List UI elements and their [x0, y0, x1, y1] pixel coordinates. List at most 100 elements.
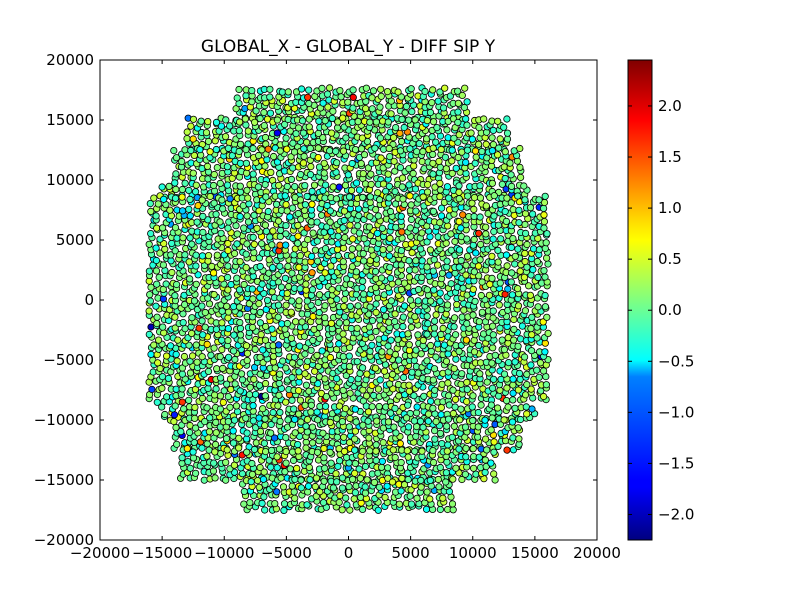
scatter-point [295, 410, 303, 418]
scatter-point [454, 108, 462, 116]
scatter-point [189, 169, 197, 177]
scatter-point [504, 403, 512, 411]
scatter-point [426, 495, 434, 503]
scatter-point [243, 240, 251, 248]
scatter-point [302, 280, 310, 288]
scatter-point [535, 196, 543, 204]
scatter-point [181, 146, 189, 154]
scatter-point [308, 439, 317, 447]
scatter-point [516, 173, 525, 181]
scatter-point [170, 417, 178, 426]
scatter-point [254, 183, 262, 191]
scatter-point [421, 87, 429, 96]
scatter-point [261, 447, 270, 456]
scatter-point [282, 201, 290, 209]
scatter-point [488, 274, 496, 282]
scatter-point [368, 94, 376, 102]
scatter-point [224, 324, 232, 333]
scatter-point [348, 252, 356, 260]
scatter-point [374, 189, 382, 197]
scatter-point [391, 310, 399, 318]
scatter-point [463, 121, 471, 129]
scatter-point [250, 445, 259, 454]
scatter-point [178, 385, 186, 393]
scatter-point [472, 470, 480, 478]
scatter-point [366, 347, 374, 355]
scatter-point [520, 182, 528, 190]
scatter-point [406, 296, 415, 304]
scatter-point [183, 128, 191, 136]
scatter-point [218, 336, 226, 344]
scatter-point [500, 123, 508, 131]
scatter-point [249, 323, 257, 331]
scatter-point [290, 148, 299, 156]
scatter-point [340, 302, 348, 311]
scatter-point [197, 117, 205, 125]
scatter-point [235, 85, 243, 94]
scatter-point [366, 118, 374, 126]
scatter-point [224, 286, 232, 294]
scatter-point [361, 489, 369, 497]
scatter-point [205, 428, 213, 436]
scatter-point [216, 405, 224, 413]
scatter-point [469, 445, 477, 453]
scatter-point [233, 94, 241, 102]
scatter-point [185, 258, 193, 266]
scatter-point [455, 182, 463, 190]
scatter-point [146, 200, 154, 208]
scatter-point [509, 434, 517, 442]
scatter-point [488, 134, 496, 142]
scatter-point [477, 401, 485, 409]
scatter-point [497, 235, 505, 243]
scatter-point [422, 505, 431, 513]
scatter-point [485, 291, 493, 299]
scatter-point [203, 162, 212, 170]
scatter-point [372, 447, 380, 455]
scatter-point [171, 324, 179, 332]
scatter-point [521, 249, 529, 257]
scatter-point [298, 117, 307, 125]
scatter-point [249, 170, 257, 178]
scatter-point [501, 207, 509, 216]
scatter-point [264, 207, 272, 216]
scatter-point [450, 364, 458, 373]
scatter-point [490, 192, 498, 200]
scatter-point [453, 300, 461, 309]
scatter-point [166, 206, 174, 214]
scatter-point [494, 117, 502, 125]
scatter-point [413, 494, 421, 502]
scatter-point [321, 194, 329, 202]
scatter-point [521, 229, 530, 237]
scatter-point [430, 286, 438, 294]
scatter-point [469, 416, 477, 425]
scatter-point [395, 356, 403, 364]
scatter-point [529, 265, 537, 274]
scatter-point [259, 405, 267, 413]
scatter-point [303, 501, 311, 509]
scatter-point [339, 114, 347, 122]
scatter-point [185, 205, 193, 213]
scatter-point [276, 417, 284, 425]
scatter-point [476, 240, 485, 248]
scatter-point [303, 415, 312, 424]
scatter-point [463, 252, 472, 260]
scatter-point [436, 179, 444, 187]
scatter-point [321, 117, 329, 125]
scatter-point [159, 224, 167, 232]
scatter-point [346, 280, 355, 288]
scatter-point [290, 405, 298, 413]
scatter-point [201, 308, 209, 317]
scatter-point [321, 269, 329, 277]
scatter-point [433, 340, 442, 348]
scatter-point [539, 392, 548, 401]
scatter-point [429, 86, 437, 94]
scatter-point [238, 470, 246, 478]
scatter-point [407, 215, 415, 224]
scatter-point [319, 99, 327, 107]
scatter-point [450, 422, 458, 430]
scatter-point [283, 145, 291, 153]
scatter-point [368, 403, 376, 411]
scatter-point [413, 148, 421, 156]
scatter-point [313, 351, 321, 359]
scatter-point [163, 352, 171, 360]
